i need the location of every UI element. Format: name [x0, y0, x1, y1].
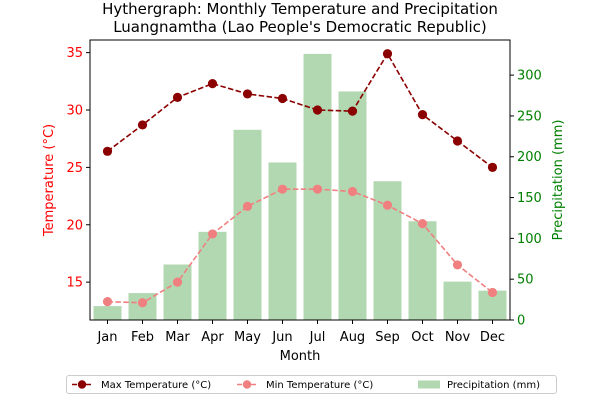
min-temp-point-sep [382, 200, 393, 210]
left-tick-label: 25 [66, 161, 83, 176]
right-tick-label: 300 [517, 69, 542, 84]
x-month-axis: Jan Feb Mar Apr May Jun Jul Aug Sep Oct Nov Dec [96, 320, 505, 345]
min-temp-point-feb [137, 298, 148, 308]
precipitation-bar-mar [163, 264, 192, 320]
right-tick-label: 150 [517, 191, 542, 206]
x-tick-label-apr: Apr [201, 330, 224, 345]
precipitation-bars [93, 53, 507, 320]
max-temp-point-feb [137, 120, 148, 130]
legend-label-max-temp: Max Temperature (°C) [101, 380, 211, 391]
min-temp-point-jul [312, 184, 323, 194]
plot-frame [89, 39, 511, 321]
precipitation-bar-apr [198, 231, 227, 320]
right-tick-label: 250 [517, 109, 542, 124]
left-tick-label: 30 [66, 104, 83, 119]
x-tick-label-oct: Oct [411, 330, 433, 345]
x-tick-label-nov: Nov [445, 330, 471, 345]
max-temp-line [107, 52, 493, 169]
min-temp-point-aug [347, 186, 358, 197]
max-temp-point-jun [277, 93, 288, 104]
temperature-lines [102, 49, 498, 308]
min-temp-point-jun [277, 184, 288, 194]
x-tick-label-dec: Dec [480, 330, 505, 345]
left-tick-label: 15 [66, 276, 83, 291]
legend-box [66, 375, 557, 394]
legend-swatch-marker-min-temp [242, 380, 252, 389]
precipitation-bar-may [233, 129, 262, 320]
legend-label-min-temp: Min Temperature (°C) [266, 380, 373, 391]
min-temp-point-oct [417, 219, 428, 229]
max-temp-point-sep [382, 49, 393, 59]
left-tick-label: 20 [66, 218, 83, 233]
precipitation-bar-aug [338, 91, 367, 320]
right-tick-label: 200 [517, 150, 542, 165]
min-temp-line [107, 188, 493, 304]
max-temp-point-aug [347, 106, 358, 116]
right-tick-label: 50 [517, 273, 534, 288]
max-temp-point-jul [312, 105, 323, 115]
precipitation-bar-oct [408, 221, 437, 320]
x-tick-label-feb: Feb [131, 330, 154, 345]
right-precipitation-axis: 0 50 100 150 200 250 300 [510, 69, 542, 329]
chart-title-line-2: Luangnamtha (Lao People's Democratic Rep… [113, 18, 487, 36]
right-y-axis-label: Precipitation (mm) [551, 120, 566, 241]
min-temp-point-may [242, 201, 253, 211]
x-tick-label-mar: Mar [165, 330, 190, 345]
chart-title-line-1: Hythergraph: Monthly Temperature and Pre… [102, 0, 498, 18]
min-temp-point-mar [172, 277, 183, 287]
max-temp-point-nov [452, 136, 463, 146]
max-temp-point-oct [417, 109, 428, 120]
max-temp-point-apr [207, 79, 218, 89]
min-temp-point-apr [207, 229, 218, 239]
x-tick-label-may: May [234, 330, 261, 345]
min-temp-point-nov [452, 260, 463, 270]
left-tick-label: 35 [66, 46, 83, 61]
min-temp-point-jan [102, 297, 113, 307]
x-tick-label-sep: Sep [375, 330, 400, 345]
right-tick-label: 100 [517, 232, 542, 247]
x-tick-label-jan: Jan [96, 330, 117, 345]
right-tick-label: 0 [517, 314, 525, 329]
x-axis-label: Month [280, 349, 321, 364]
x-tick-label-jun: Jun [271, 330, 292, 345]
max-temp-point-mar [172, 92, 183, 102]
max-temp-point-may [242, 89, 253, 99]
legend-swatch-precipitation [418, 380, 440, 389]
max-temp-point-jan [102, 146, 113, 156]
legend-label-precipitation: Precipitation (mm) [447, 380, 540, 391]
x-tick-label-jul: Jul [309, 330, 326, 345]
min-temp-point-dec [487, 287, 498, 298]
left-temperature-axis: 15 20 25 30 35 [66, 46, 90, 291]
chart-legend: Max Temperature (°C) Min Temperature (°C)… [66, 375, 557, 394]
x-tick-label-aug: Aug [340, 330, 365, 345]
legend-swatch-marker-max-temp [77, 380, 87, 389]
max-temp-point-dec [487, 162, 498, 172]
precipitation-bar-jan [93, 306, 122, 320]
precipitation-bar-nov [443, 281, 472, 320]
left-y-axis-label: Temperature (°C) [42, 124, 57, 237]
